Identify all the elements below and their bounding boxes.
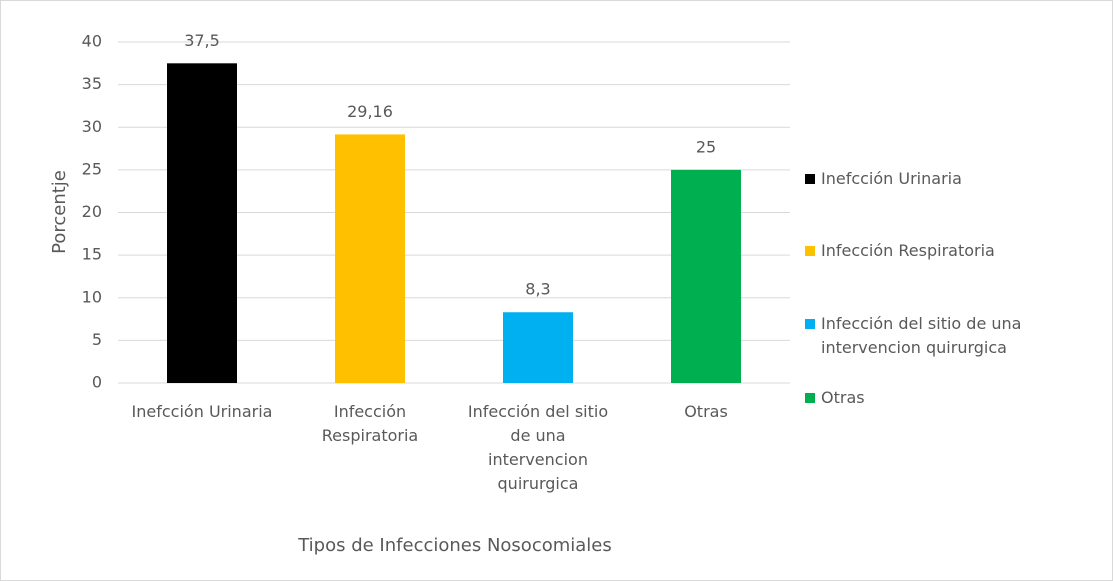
bar — [335, 134, 405, 383]
bar — [671, 169, 741, 383]
x-tick-label: Inefcción Urinaria — [131, 402, 273, 421]
legend-swatch — [805, 319, 815, 329]
x-axis-title: Tipos de Infecciones Nosocomiales — [297, 535, 612, 556]
y-tick-label: 15 — [82, 245, 102, 264]
legend-swatch — [805, 393, 815, 403]
legend-item: Infección del sitio de una intervencion … — [805, 312, 1076, 360]
y-tick-label: 10 — [82, 287, 102, 306]
data-label: 29,16 — [347, 102, 393, 121]
legend-swatch — [805, 246, 815, 256]
legend-label: Infección del sitio de una intervencion … — [821, 314, 1022, 357]
y-axis-title: Porcentje — [49, 170, 70, 254]
data-label: 25 — [696, 137, 716, 156]
data-label: 8,3 — [525, 280, 550, 299]
y-tick-label: 35 — [82, 74, 102, 93]
bar — [503, 312, 573, 383]
x-tick-label: Otras — [684, 402, 728, 421]
y-tick-label: 20 — [82, 202, 102, 221]
legend-label: Otras — [821, 388, 865, 407]
y-tick-label: 30 — [82, 117, 102, 136]
y-tick-label: 0 — [92, 373, 102, 392]
y-tick-label: 5 — [92, 330, 102, 349]
legend-label: Inefcción Urinaria — [821, 169, 962, 188]
y-tick-label: 40 — [82, 32, 102, 51]
legend-item: Otras — [805, 386, 1076, 410]
legend-item: Inefcción Urinaria — [805, 167, 1076, 191]
legend-swatch — [805, 174, 815, 184]
x-tick-label: Infección Respiratoria — [321, 402, 419, 445]
bar — [167, 63, 237, 383]
legend-item: Infección Respiratoria — [805, 239, 1076, 263]
y-tick-label: 25 — [82, 159, 102, 178]
legend-label: Infección Respiratoria — [821, 241, 995, 260]
data-label: 37,5 — [184, 31, 220, 50]
x-tick-label: Infección del sitio de una intervencion … — [467, 402, 609, 493]
